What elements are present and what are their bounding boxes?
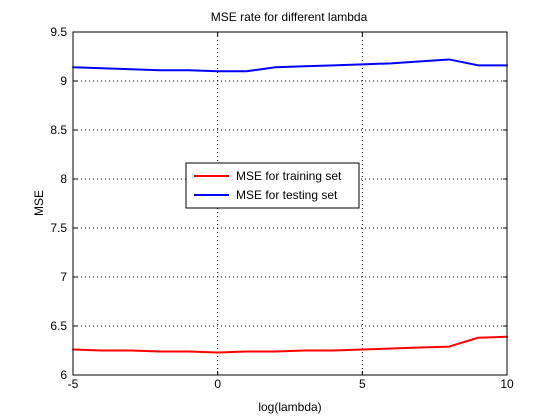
x-tick-labels: -5 0 5 10	[68, 377, 514, 391]
x-tick-label: -5	[68, 377, 79, 391]
y-tick-label: 9.5	[50, 25, 67, 39]
x-tick-label: 0	[214, 377, 221, 391]
y-axis-label: MSE	[32, 190, 46, 216]
chart-title: MSE rate for different lambda	[211, 10, 368, 24]
tick-layer	[72, 31, 508, 376]
series-line-testing	[72, 58, 508, 73]
legend: MSE for training set MSE for testing set	[185, 162, 360, 209]
legend-label-training: MSE for training set	[236, 169, 342, 183]
x-axis-label: log(lambda)	[258, 400, 321, 414]
x-tick-label: 10	[500, 377, 514, 391]
y-tick-labels: 6 6.5 7 7.5 8 8.5 9 9.5	[50, 25, 67, 382]
legend-box	[185, 162, 360, 209]
y-tick-label: 7	[60, 270, 67, 284]
y-tick-label: 7.5	[50, 221, 67, 235]
series-line-training	[72, 335, 508, 354]
x-tick-label: 5	[359, 377, 366, 391]
legend-label-testing: MSE for testing set	[236, 188, 338, 202]
series-layer	[72, 58, 508, 354]
y-tick-label: 9	[60, 74, 67, 88]
plot-border	[72, 31, 508, 376]
y-tick-label: 6	[60, 368, 67, 382]
y-tick-label: 6.5	[50, 319, 67, 333]
y-tick-label: 8	[60, 172, 67, 186]
y-tick-label: 8.5	[50, 123, 67, 137]
